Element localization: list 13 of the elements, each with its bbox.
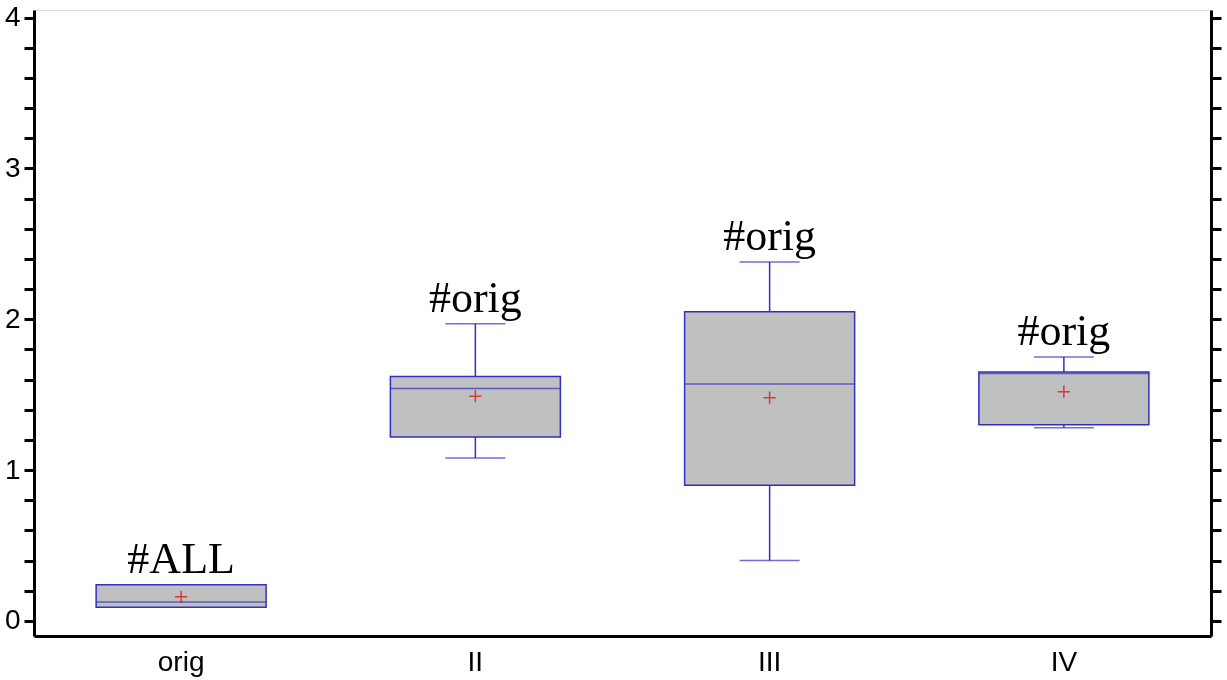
annotation: #orig <box>428 272 522 322</box>
x-tick-label: orig <box>157 645 205 677</box>
x-tick-label: III <box>757 645 782 677</box>
y-tick-label: 0 <box>4 604 21 636</box>
y-tick-label: 3 <box>4 151 21 183</box>
x-tick-label: IV <box>1050 645 1078 677</box>
y-tick-label: 4 <box>4 1 21 33</box>
annotation: #ALL <box>127 533 235 583</box>
y-tick-label: 1 <box>4 453 21 485</box>
x-tick-label: II <box>467 645 484 677</box>
y-tick-label: 2 <box>4 302 21 334</box>
annotation: #orig <box>1017 305 1111 355</box>
annotation: #orig <box>723 210 817 260</box>
